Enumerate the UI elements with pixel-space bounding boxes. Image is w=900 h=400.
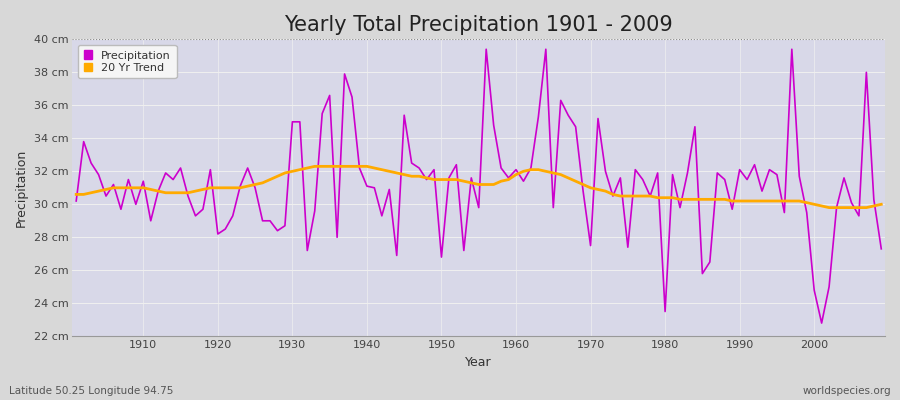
Title: Yearly Total Precipitation 1901 - 2009: Yearly Total Precipitation 1901 - 2009 bbox=[284, 15, 673, 35]
20 Yr Trend bbox=[294, 167, 305, 172]
Line: 20 Yr Trend: 20 Yr Trend bbox=[76, 166, 881, 208]
Y-axis label: Precipitation: Precipitation bbox=[15, 149, 28, 227]
Precipitation bbox=[71, 199, 82, 204]
Precipitation bbox=[481, 47, 491, 52]
20 Yr Trend bbox=[876, 202, 886, 207]
20 Yr Trend bbox=[130, 186, 141, 190]
20 Yr Trend bbox=[608, 192, 618, 197]
Precipitation bbox=[339, 72, 350, 76]
20 Yr Trend bbox=[510, 172, 521, 177]
Precipitation bbox=[510, 167, 521, 172]
Precipitation bbox=[130, 202, 141, 207]
Text: worldspecies.org: worldspecies.org bbox=[803, 386, 891, 396]
Precipitation bbox=[518, 179, 529, 184]
20 Yr Trend bbox=[346, 164, 357, 169]
Precipitation bbox=[294, 120, 305, 124]
Precipitation bbox=[816, 321, 827, 326]
Precipitation bbox=[876, 246, 886, 251]
Text: Latitude 50.25 Longitude 94.75: Latitude 50.25 Longitude 94.75 bbox=[9, 386, 174, 396]
X-axis label: Year: Year bbox=[465, 356, 492, 369]
20 Yr Trend bbox=[71, 192, 82, 197]
20 Yr Trend bbox=[824, 205, 834, 210]
Precipitation bbox=[608, 194, 618, 198]
Legend: Precipitation, 20 Yr Trend: Precipitation, 20 Yr Trend bbox=[78, 45, 176, 78]
20 Yr Trend bbox=[310, 164, 320, 169]
Line: Precipitation: Precipitation bbox=[76, 49, 881, 323]
20 Yr Trend bbox=[518, 169, 529, 174]
